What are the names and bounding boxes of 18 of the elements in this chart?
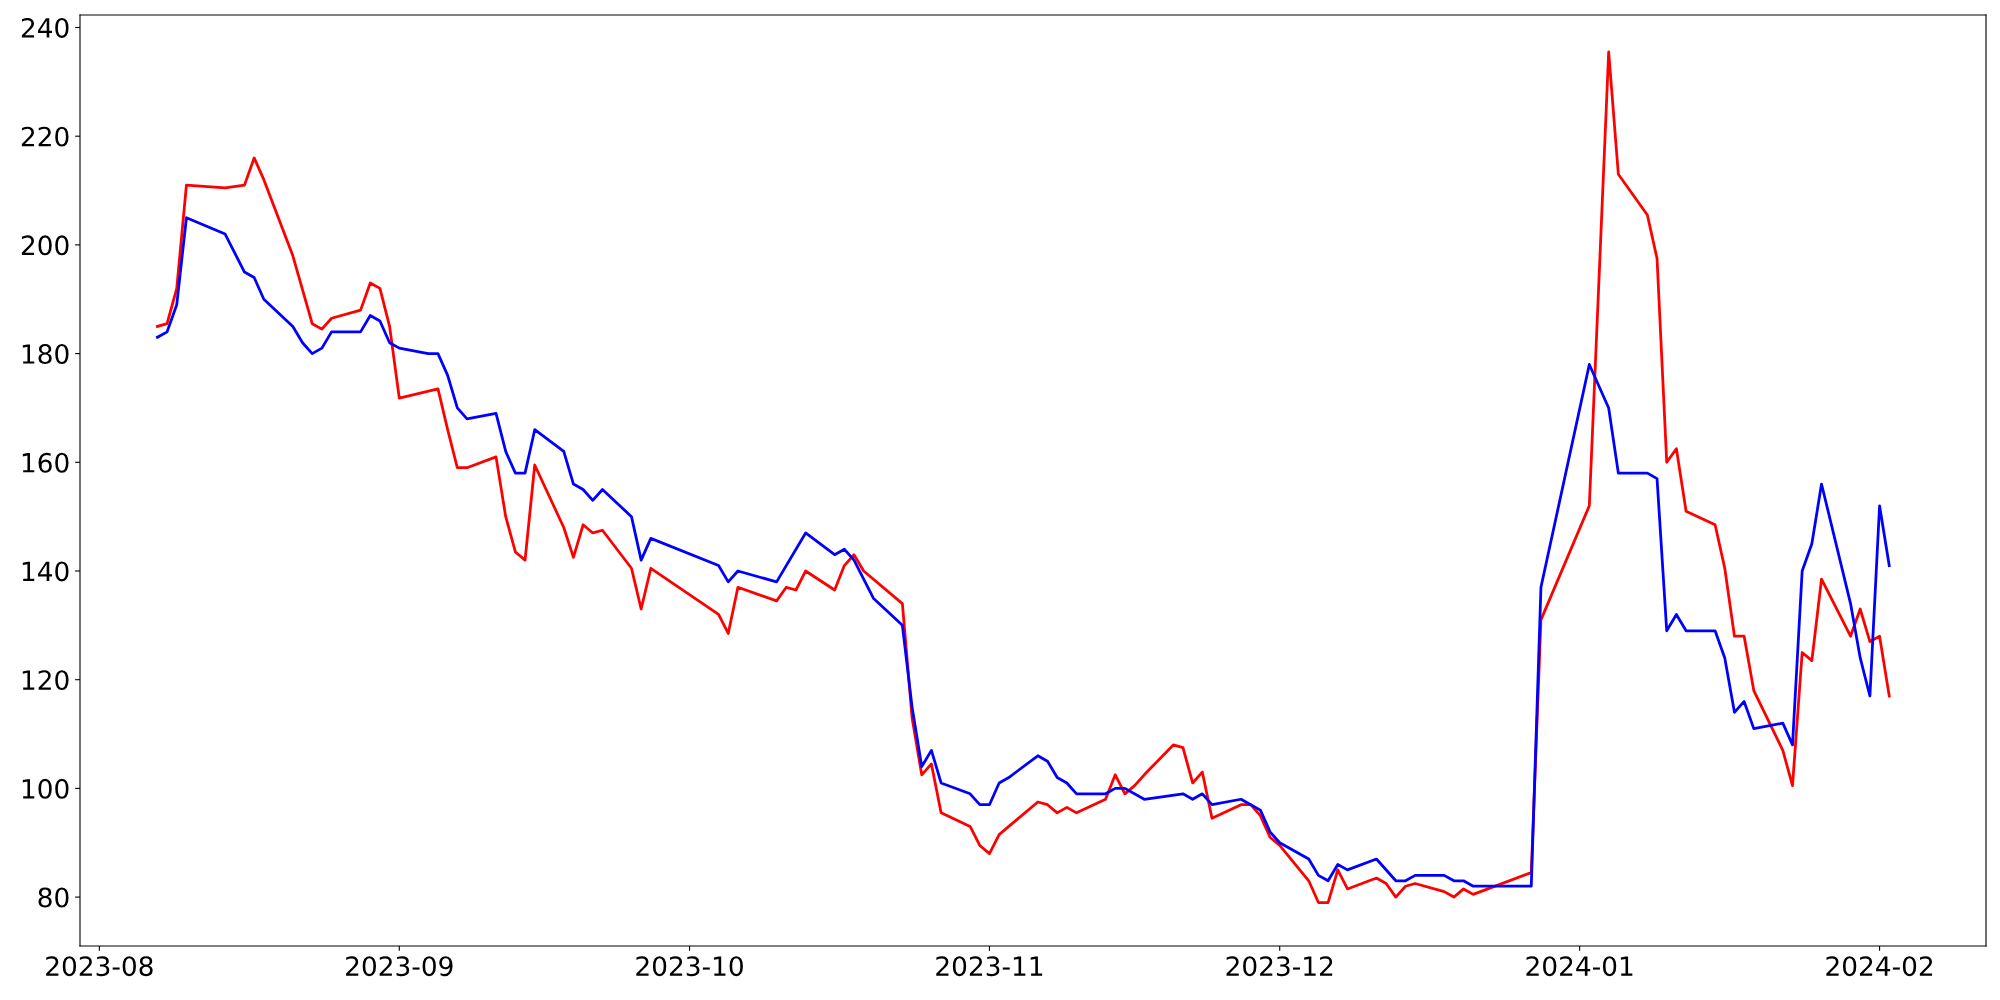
- y-tick-label: 120: [22, 670, 69, 691]
- x-tick-label: 2023-08: [46, 956, 153, 977]
- x-tick-label: 2023-11: [936, 956, 1043, 977]
- line-series: [156, 50, 1891, 904]
- y-tick-label: 240: [21, 17, 69, 38]
- y-tick-label: 200: [21, 235, 69, 256]
- y-tick-label: 140: [22, 561, 69, 582]
- y-tick-label: 160: [22, 452, 69, 473]
- y-tick-label: 80: [38, 887, 69, 908]
- x-tick-label: 2024-01: [1526, 956, 1633, 977]
- x-tick-label: 2023-12: [1226, 956, 1333, 977]
- x-tick-label: 2024-02: [1826, 956, 1933, 977]
- y-tick-label: 100: [22, 778, 69, 799]
- x-tick-label: 2023-09: [346, 956, 453, 977]
- y-tick-label: 220: [21, 126, 69, 147]
- x-tick-label: 2023-10: [636, 956, 743, 977]
- line-series: [156, 216, 1891, 888]
- y-tick-label: 180: [22, 344, 69, 364]
